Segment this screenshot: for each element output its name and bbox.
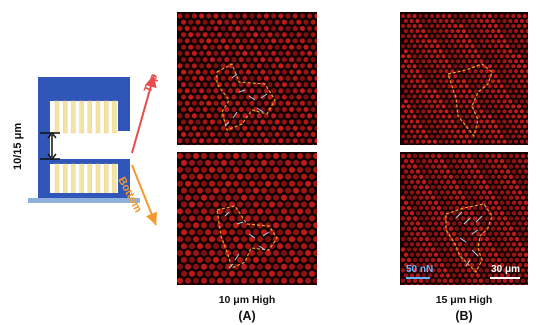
pillar: [95, 163, 101, 194]
micrograph-b-top: [401, 14, 528, 145]
panel-a-top: [177, 12, 317, 145]
force-vector: [224, 121, 230, 127]
force-scale-bar: [406, 277, 430, 279]
caption-a-title: 10 μm High: [218, 294, 276, 306]
force-vector: [258, 245, 266, 251]
force-vector: [463, 217, 471, 225]
bottom-substrate: [38, 193, 130, 198]
left-wall-bottom: [38, 163, 50, 193]
force-vector: [471, 229, 479, 235]
bottom-pillars: [54, 163, 117, 194]
region-outline: [216, 205, 278, 269]
force-vector: [248, 233, 256, 239]
pillar-schematic: [28, 65, 178, 240]
force-vector: [455, 211, 463, 219]
panel-b-bottom: 50 nN 30 μm: [400, 152, 528, 285]
force-vector: [236, 221, 244, 225]
region-outline: [216, 63, 276, 131]
top-pillars: [54, 100, 117, 134]
force-vector: [224, 211, 230, 217]
top-arrow: [131, 74, 157, 154]
panel-b-top: [400, 12, 528, 145]
top-substrate: [38, 77, 130, 101]
pillar: [62, 163, 68, 194]
pillar: [62, 100, 68, 134]
right-wall-bottom: [118, 163, 130, 193]
pillar: [103, 100, 109, 134]
force-vector: [262, 231, 270, 237]
pillar: [54, 163, 60, 194]
force-vector: [256, 107, 264, 113]
pillar: [87, 100, 93, 134]
region-outline: [447, 63, 493, 138]
force-vector: [471, 249, 479, 257]
force-vector: [459, 237, 467, 243]
pillar: [79, 100, 84, 134]
schematic-drawing: [28, 74, 158, 226]
pillar: [112, 100, 117, 134]
base-plate: [28, 198, 140, 203]
height-label: 10/15 μm: [12, 122, 24, 170]
length-scale-label: 30 μm: [491, 264, 520, 275]
force-vector: [465, 259, 471, 267]
caption-a-letter: (A): [238, 309, 256, 323]
length-scale-bar: [490, 277, 520, 279]
region-outline: [445, 203, 493, 274]
bottom-arrow: [131, 164, 158, 226]
pillar: [87, 163, 93, 194]
micrograph-a-top: [177, 13, 317, 145]
force-vector: [232, 111, 238, 119]
caption-b-letter: (B): [455, 309, 473, 323]
right-wall-top: [118, 101, 130, 131]
micrograph-b-bottom: [400, 153, 528, 285]
pillar: [112, 163, 117, 194]
panel-a-bottom: [177, 152, 317, 285]
force-vector: [231, 73, 238, 79]
pillar: [54, 100, 60, 134]
force-scale-label: 50 nN: [406, 264, 434, 275]
force-vector: [475, 215, 483, 223]
pillar: [71, 100, 76, 134]
micrograph-a-bottom: [177, 153, 317, 285]
force-vector: [260, 93, 268, 99]
force-vector: [238, 89, 246, 93]
pillar: [79, 163, 84, 194]
force-vector: [248, 95, 256, 101]
caption-b-title: 15 μm High: [435, 294, 493, 306]
mid-layer: [38, 159, 130, 164]
force-vector: [228, 263, 234, 269]
pillar: [103, 163, 109, 194]
force-vector: [234, 253, 240, 261]
pillar: [71, 163, 76, 194]
pillar: [95, 100, 101, 134]
